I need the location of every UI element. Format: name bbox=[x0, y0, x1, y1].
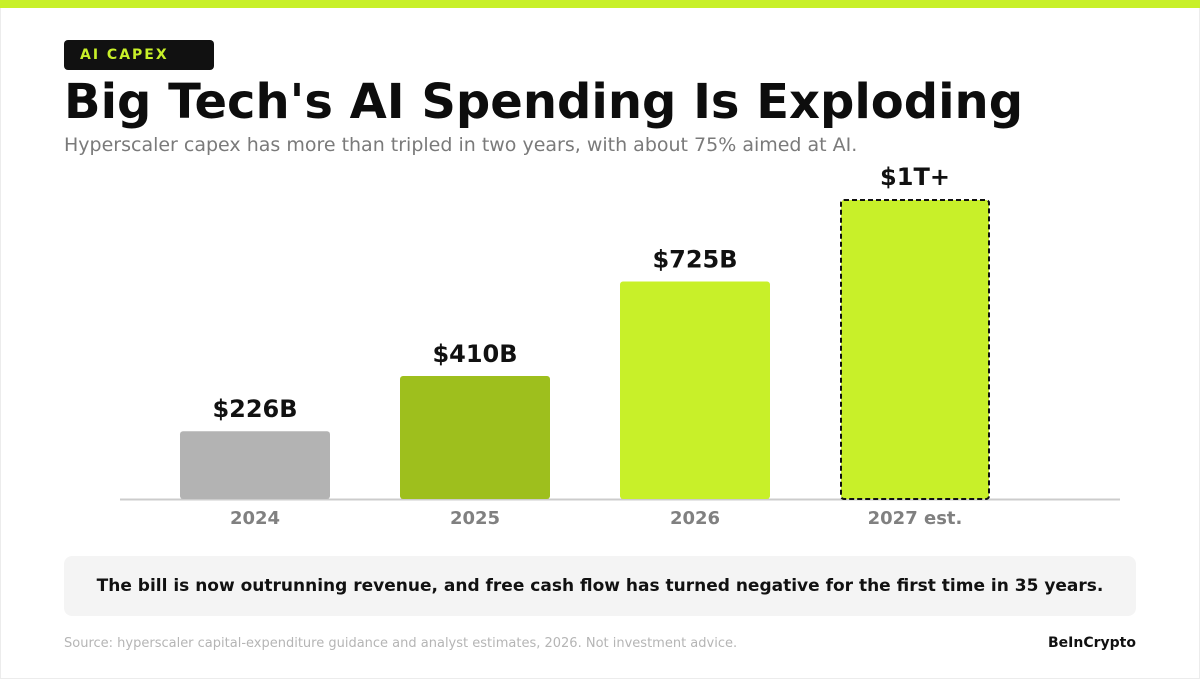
x-tick-label: 2026 bbox=[670, 508, 720, 529]
x-tick-label: 2027 est. bbox=[868, 508, 963, 529]
bar-2025 bbox=[400, 376, 550, 499]
bar-2024 bbox=[180, 431, 330, 499]
source-note: Source: hyperscaler capital-expenditure … bbox=[64, 636, 738, 651]
category-badge: AI CAPEX bbox=[64, 40, 214, 70]
bar-2026 bbox=[620, 281, 770, 499]
x-tick-label: 2024 bbox=[230, 508, 280, 529]
brand-logo-text: BeInCrypto bbox=[1048, 635, 1136, 651]
bar-value-label: $226B bbox=[212, 395, 297, 423]
bar-2027-est bbox=[840, 199, 990, 500]
top-accent-bar bbox=[0, 0, 1200, 8]
capex-bar-chart: $226B 2024 $410B 2025 $725B 2026 $1T+ 2027 est. bbox=[120, 163, 1120, 529]
bar-value-label: $410B bbox=[432, 340, 517, 368]
page-subtitle: Hyperscaler capex has more than tripled … bbox=[64, 134, 858, 156]
callout-text: The bill is now outrunning revenue, and … bbox=[96, 576, 1104, 596]
page-title: Big Tech's AI Spending Is Exploding bbox=[64, 74, 1024, 130]
x-tick-label: 2025 bbox=[450, 508, 500, 529]
callout-box: The bill is now outrunning revenue, and … bbox=[64, 556, 1136, 616]
bar-value-label: $1T+ bbox=[880, 163, 950, 191]
bar-value-label: $725B bbox=[652, 246, 737, 274]
